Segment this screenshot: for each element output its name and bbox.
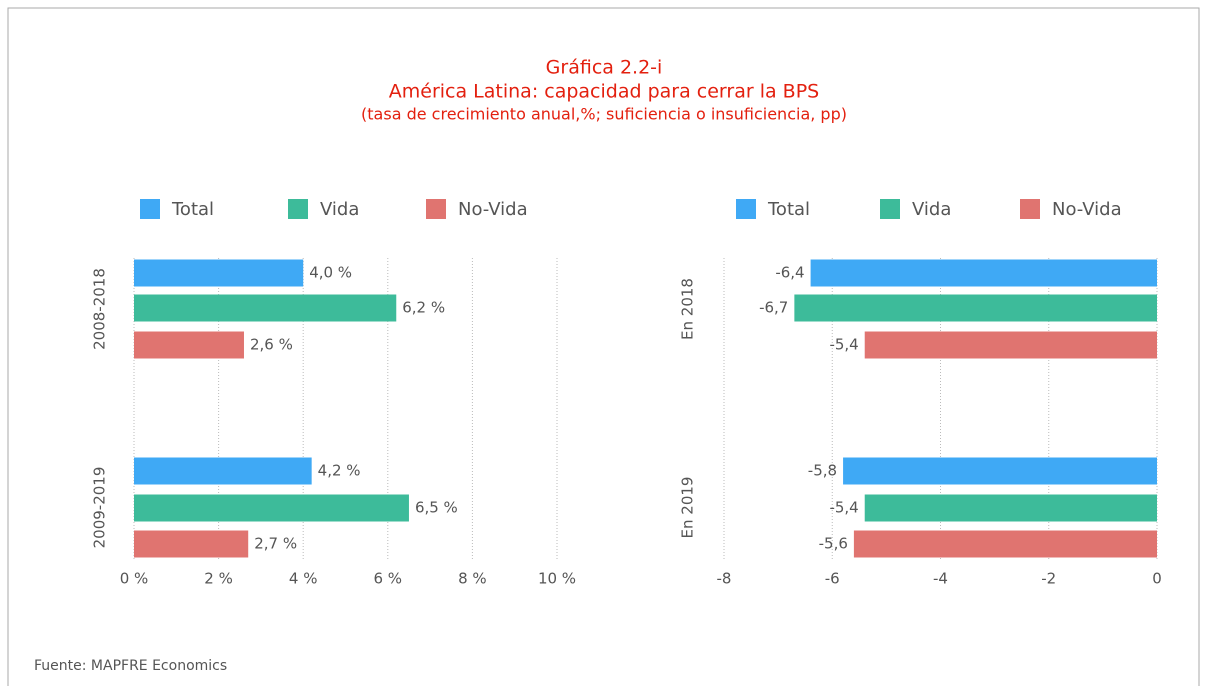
legend-swatch bbox=[880, 199, 900, 219]
bar bbox=[843, 457, 1157, 485]
value-label: -5,6 bbox=[819, 535, 848, 553]
value-label: 4,0 % bbox=[309, 264, 352, 282]
bar bbox=[134, 331, 244, 359]
chart-note: (tasa de crecimiento anual,%; suficienci… bbox=[361, 105, 847, 124]
bar bbox=[134, 259, 304, 287]
y-category-label: En 2019 bbox=[679, 477, 697, 539]
legend-swatch bbox=[426, 199, 446, 219]
source: Fuente: MAPFRE Economics bbox=[34, 658, 227, 674]
legend-label: Vida bbox=[320, 199, 359, 220]
y-category-label: 2009-2019 bbox=[91, 467, 109, 549]
x-tick-label: 10 % bbox=[538, 570, 576, 588]
x-tick-label: 4 % bbox=[289, 570, 318, 588]
x-tick-label: -6 bbox=[825, 570, 840, 588]
value-label: -6,7 bbox=[759, 299, 788, 317]
legend-label: Total bbox=[767, 199, 810, 220]
value-label: -6,4 bbox=[775, 264, 804, 282]
legend-label: Total bbox=[171, 199, 214, 220]
chart-subtitle: América Latina: capacidad para cerrar la… bbox=[389, 81, 819, 103]
x-tick-label: 2 % bbox=[204, 570, 233, 588]
legend-swatch bbox=[288, 199, 308, 219]
value-label: 6,2 % bbox=[402, 299, 445, 317]
bar bbox=[134, 530, 249, 558]
bar bbox=[134, 494, 409, 522]
bar bbox=[864, 331, 1157, 359]
bar bbox=[810, 259, 1157, 287]
x-tick-label: -8 bbox=[717, 570, 732, 588]
legend-swatch bbox=[736, 199, 756, 219]
x-tick-label: -2 bbox=[1041, 570, 1056, 588]
value-label: -5,4 bbox=[829, 499, 858, 517]
x-tick-label: 6 % bbox=[374, 570, 403, 588]
bar bbox=[794, 294, 1157, 322]
chart-title: Gráfica 2.2-i bbox=[546, 57, 663, 79]
x-tick-label: 8 % bbox=[458, 570, 487, 588]
value-label: 6,5 % bbox=[415, 499, 458, 517]
y-category-label: En 2018 bbox=[679, 278, 697, 340]
frame bbox=[7, 7, 1200, 686]
value-label: -5,8 bbox=[808, 462, 837, 480]
legend-swatch bbox=[140, 199, 160, 219]
x-tick-label: 0 % bbox=[120, 570, 149, 588]
value-label: 2,7 % bbox=[254, 535, 297, 553]
value-label: -5,4 bbox=[829, 336, 858, 354]
bar bbox=[134, 294, 397, 322]
x-tick-label: -4 bbox=[933, 570, 948, 588]
legend-label: No-Vida bbox=[458, 199, 528, 220]
value-label: 2,6 % bbox=[250, 336, 293, 354]
x-tick-label: 0 bbox=[1152, 570, 1162, 588]
legend-label: No-Vida bbox=[1052, 199, 1122, 220]
legend-swatch bbox=[1020, 199, 1040, 219]
y-category-label: 2008-2018 bbox=[91, 268, 109, 350]
bar bbox=[134, 457, 312, 485]
value-label: 4,2 % bbox=[318, 462, 361, 480]
legend-label: Vida bbox=[912, 199, 951, 220]
bar bbox=[853, 530, 1157, 558]
bar bbox=[864, 494, 1157, 522]
